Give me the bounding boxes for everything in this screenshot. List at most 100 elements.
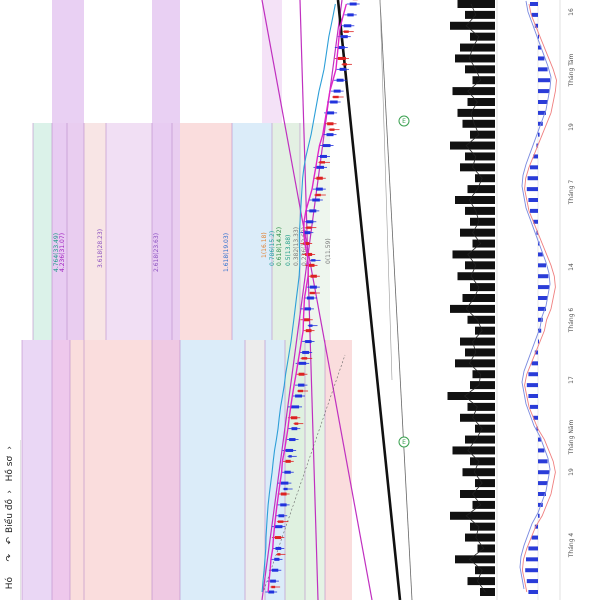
oscillator-bar-34 bbox=[533, 219, 538, 224]
fib-label-3: 2.618(23.63) bbox=[153, 233, 160, 272]
candle-body-5 bbox=[274, 536, 282, 540]
time-tick-4: Tháng 6 bbox=[568, 308, 575, 334]
event-marker-label-0: E bbox=[402, 118, 406, 125]
oscillator-bar-15 bbox=[536, 426, 538, 431]
oscillator-bar-9 bbox=[538, 492, 546, 496]
fib-band-lower-1 bbox=[52, 340, 70, 600]
volume-bar-47 bbox=[472, 76, 495, 85]
volume-bar-4 bbox=[477, 544, 495, 553]
volume-bar-40 bbox=[465, 152, 495, 161]
candle-body-43 bbox=[327, 122, 334, 126]
volume-bar-36 bbox=[455, 196, 495, 204]
candle-body-47 bbox=[336, 78, 344, 82]
volume-bar-37 bbox=[467, 185, 495, 194]
fib-label-7: 0.618(14.42) bbox=[276, 227, 283, 266]
volume-bar-41 bbox=[450, 141, 495, 150]
chart-type-dropdown[interactable]: › bbox=[0, 486, 20, 498]
channel-line-upper bbox=[261, 0, 373, 600]
volume-bar-30 bbox=[465, 261, 495, 270]
volume-bar-52 bbox=[450, 21, 495, 30]
candle-body-38 bbox=[316, 176, 323, 180]
time-tick-2: Tháng Năm bbox=[568, 420, 575, 456]
fib-band-lower-10 bbox=[325, 340, 352, 600]
fib-label-10: 0.236(12.68) bbox=[301, 227, 308, 266]
volume-bar-5 bbox=[465, 533, 495, 542]
fib-band-upper-3 bbox=[84, 123, 106, 340]
fib-label-2: 3.618(28.23) bbox=[97, 229, 104, 268]
volume-bar-50 bbox=[460, 43, 495, 52]
oscillator-bar-8 bbox=[538, 502, 543, 507]
candle-body-41 bbox=[322, 144, 331, 148]
fib-band-upper-0 bbox=[33, 123, 52, 340]
fib-label-11: 0(11.59) bbox=[325, 238, 332, 264]
chart-type-label: Biểu đồ bbox=[5, 499, 15, 533]
volume-bar-29 bbox=[457, 272, 495, 281]
volume-bar-26 bbox=[450, 304, 495, 313]
candle-body-50 bbox=[337, 46, 345, 50]
volume-bar-49 bbox=[455, 54, 495, 63]
candle-body-8 bbox=[280, 503, 287, 507]
volume-bar-20 bbox=[472, 370, 495, 379]
candle-body-3 bbox=[274, 557, 280, 561]
candle-body-b-9 bbox=[283, 487, 288, 491]
oscillator-bar-14 bbox=[538, 437, 542, 442]
candle-body-b-0 bbox=[271, 585, 276, 589]
oscillator-bar-36 bbox=[528, 198, 538, 202]
undo-button[interactable]: Hó bbox=[0, 568, 20, 598]
trend-line-bold bbox=[336, 0, 402, 600]
candle-body-b-30 bbox=[311, 259, 316, 262]
moving-average-lines bbox=[261, 3, 348, 593]
fib-label-4: 1.618(19.03) bbox=[223, 233, 230, 272]
trend-line-dashed bbox=[263, 354, 346, 591]
candle-body-30 bbox=[308, 263, 315, 267]
oscillator-bar-37 bbox=[526, 187, 538, 192]
candle-body-39 bbox=[316, 165, 324, 169]
oscillator-bar-39 bbox=[530, 165, 538, 170]
oscillator-bar-21 bbox=[531, 361, 538, 366]
chart-type-button[interactable]: Biểu đồ bbox=[0, 499, 20, 533]
time-tick-7: 19 bbox=[568, 123, 575, 131]
candle-body-42 bbox=[326, 133, 334, 137]
candle-body-b-18 bbox=[298, 389, 304, 393]
candle-body-13 bbox=[285, 448, 294, 452]
oscillator-bar-22 bbox=[534, 350, 538, 355]
fib-label-9: 0.382(13.33) bbox=[293, 227, 300, 266]
oscillator-bar-27 bbox=[538, 296, 548, 300]
candle-body-b-51 bbox=[343, 30, 349, 33]
fib-band-lower-0 bbox=[22, 340, 52, 600]
oscillator-bar-16 bbox=[533, 415, 538, 420]
oscillator-bar-53 bbox=[531, 12, 538, 17]
oscillator-bar-0 bbox=[528, 590, 538, 594]
candle-body-6 bbox=[274, 525, 283, 529]
oscillator-bar-4 bbox=[528, 546, 538, 551]
scale-button[interactable]: Hồ sơ bbox=[0, 454, 20, 484]
volume-bar-24 bbox=[475, 326, 495, 335]
volume-bar-15 bbox=[475, 424, 495, 433]
time-tick-9: 16 bbox=[568, 8, 575, 16]
oscillator-bar-1 bbox=[526, 579, 538, 584]
fib-band-lower-5 bbox=[180, 340, 245, 600]
scale-dropdown[interactable]: › bbox=[0, 442, 20, 454]
undo-icon-button[interactable]: ↶ bbox=[0, 534, 20, 548]
candle-body-b-45 bbox=[333, 95, 339, 99]
candle-body-18 bbox=[295, 394, 303, 398]
fib-band-upper-7 bbox=[232, 123, 272, 340]
channel-line-mid bbox=[299, 0, 319, 600]
redo-button[interactable]: ↷ bbox=[0, 550, 20, 566]
candle-body-52 bbox=[343, 24, 352, 28]
volume-bar-14 bbox=[465, 435, 495, 444]
volume-bar-16 bbox=[460, 413, 495, 422]
oscillator-bar-50 bbox=[538, 45, 542, 50]
time-tick-1: 19 bbox=[568, 468, 575, 476]
oscillator-bar-2 bbox=[525, 568, 538, 573]
oscillator-bar-45 bbox=[538, 100, 548, 104]
chevron-down-icon: › bbox=[5, 490, 15, 494]
fib-band-upper-4 bbox=[106, 123, 152, 340]
fib-band-lower-8 bbox=[285, 340, 305, 600]
oscillator-bar-25 bbox=[538, 317, 543, 322]
volume-bar-23 bbox=[460, 337, 495, 346]
volume-bar-32 bbox=[472, 239, 495, 248]
candle-body-49 bbox=[337, 56, 346, 60]
event-markers: EE bbox=[398, 115, 410, 448]
